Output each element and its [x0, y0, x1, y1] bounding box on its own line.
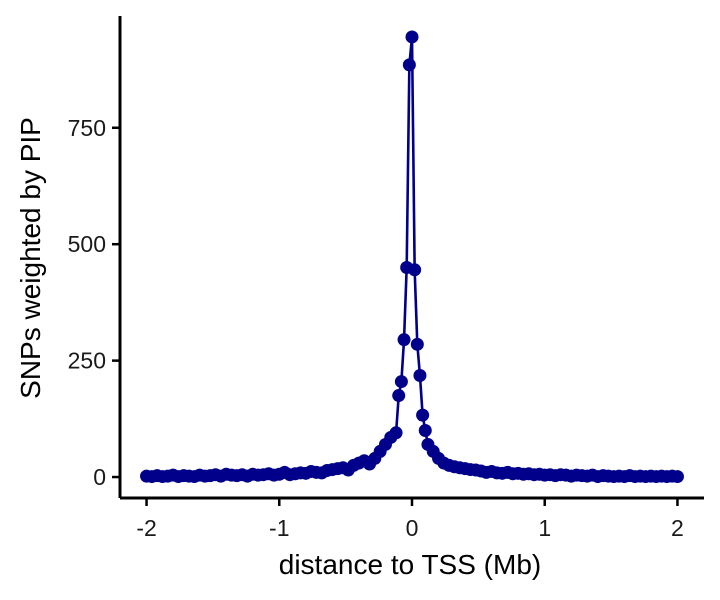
x-tick-label: 0: [406, 515, 419, 541]
y-tick-label: 750: [68, 115, 106, 141]
x-tick-label: 2: [671, 515, 684, 541]
series-line: [146, 35, 678, 478]
data-point: [408, 263, 422, 277]
x-axis-title: distance to TSS (Mb): [279, 549, 541, 580]
data-point: [389, 426, 403, 440]
data-point: [670, 470, 684, 484]
data-point: [397, 333, 411, 347]
y-tick-label: 500: [68, 231, 106, 257]
y-tick-label: 250: [68, 348, 106, 374]
x-axis-ticks: -2 -1 0 1 2: [136, 498, 684, 541]
y-tick-label: 0: [93, 464, 106, 490]
data-point: [416, 408, 430, 422]
x-tick-label: -1: [269, 515, 289, 541]
y-axis-title: SNPs weighted by PIP: [15, 117, 46, 399]
y-axis-ticks: 0 250 500 750: [68, 115, 120, 490]
data-point: [405, 30, 419, 44]
x-tick-label: -2: [136, 515, 156, 541]
data-series: [140, 30, 684, 484]
data-point: [418, 423, 432, 437]
data-point: [413, 369, 427, 383]
data-point: [402, 58, 416, 72]
data-point: [410, 337, 424, 351]
data-point: [394, 375, 408, 389]
x-tick-label: 1: [538, 515, 551, 541]
data-point: [392, 389, 406, 403]
